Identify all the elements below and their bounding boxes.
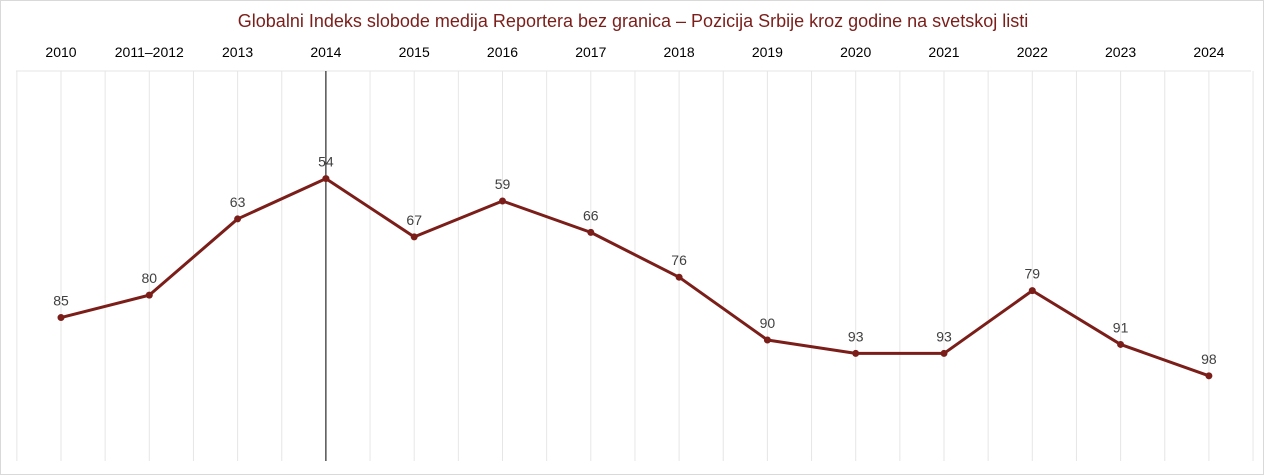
data-label-2021: 93	[936, 328, 952, 344]
x-tick-label-12: 2023	[1105, 44, 1136, 60]
x-tick-label-11: 2022	[1017, 44, 1048, 60]
data-point-2014	[322, 175, 330, 183]
chart-title: Globalni Indeks slobode medija Reportera…	[237, 11, 1029, 31]
x-tick-label-10: 2021	[928, 44, 959, 60]
data-point-2020	[852, 349, 860, 357]
data-point-2019	[763, 336, 771, 344]
x-tick-label-9: 2020	[840, 44, 871, 60]
data-point-2013	[234, 215, 242, 223]
data-point-2023	[1117, 340, 1125, 348]
x-tick-labels: 2010 2011–2012 2013 2014 2015 2016 2017 2018 201…	[45, 44, 1224, 60]
data-label-2010: 85	[53, 293, 69, 309]
data-point-2010	[57, 314, 65, 322]
data-point-2018	[675, 273, 683, 281]
x-tick-label-6: 2017	[575, 44, 606, 60]
x-tick-label-13: 2024	[1193, 44, 1224, 60]
data-labels: 85 80 63 54 67 59 66 76 90 93 93 79 91 98	[53, 154, 1217, 367]
data-label-2013: 63	[230, 194, 246, 210]
x-tick-label-8: 2019	[752, 44, 783, 60]
series-line	[60, 177, 1210, 378]
x-tick-label-7: 2018	[664, 44, 695, 60]
series-line-group	[60, 177, 1210, 378]
data-label-2023: 91	[1113, 319, 1129, 335]
x-tick-label-3: 2014	[310, 44, 341, 60]
data-point-2017	[587, 228, 595, 236]
data-points	[57, 175, 1213, 380]
x-tick-label-1: 2011–2012	[115, 44, 184, 60]
data-label-2019: 90	[760, 315, 776, 331]
data-label-2020: 93	[848, 328, 864, 344]
data-label-2016: 59	[495, 176, 511, 192]
x-tick-label-4: 2015	[399, 44, 430, 60]
x-tick-label-2: 2013	[222, 44, 253, 60]
x-tick-label-0: 2010	[45, 44, 76, 60]
data-label-2017: 66	[583, 207, 599, 223]
data-label-2011–2012: 80	[142, 270, 158, 286]
data-label-2018: 76	[671, 252, 687, 268]
data-point-2016	[499, 197, 506, 205]
data-point-2021	[940, 349, 948, 357]
x-tick-label-5: 2016	[487, 44, 518, 60]
data-label-2022: 79	[1025, 266, 1041, 282]
data-label-2014: 54	[318, 154, 334, 170]
data-point-2011–2012	[145, 291, 153, 299]
data-point-2022	[1028, 287, 1036, 295]
data-label-2015: 67	[406, 212, 422, 228]
data-label-2024: 98	[1201, 351, 1217, 367]
gridlines	[16, 70, 1254, 461]
data-point-2024	[1205, 372, 1213, 380]
data-point-2015	[410, 233, 418, 241]
